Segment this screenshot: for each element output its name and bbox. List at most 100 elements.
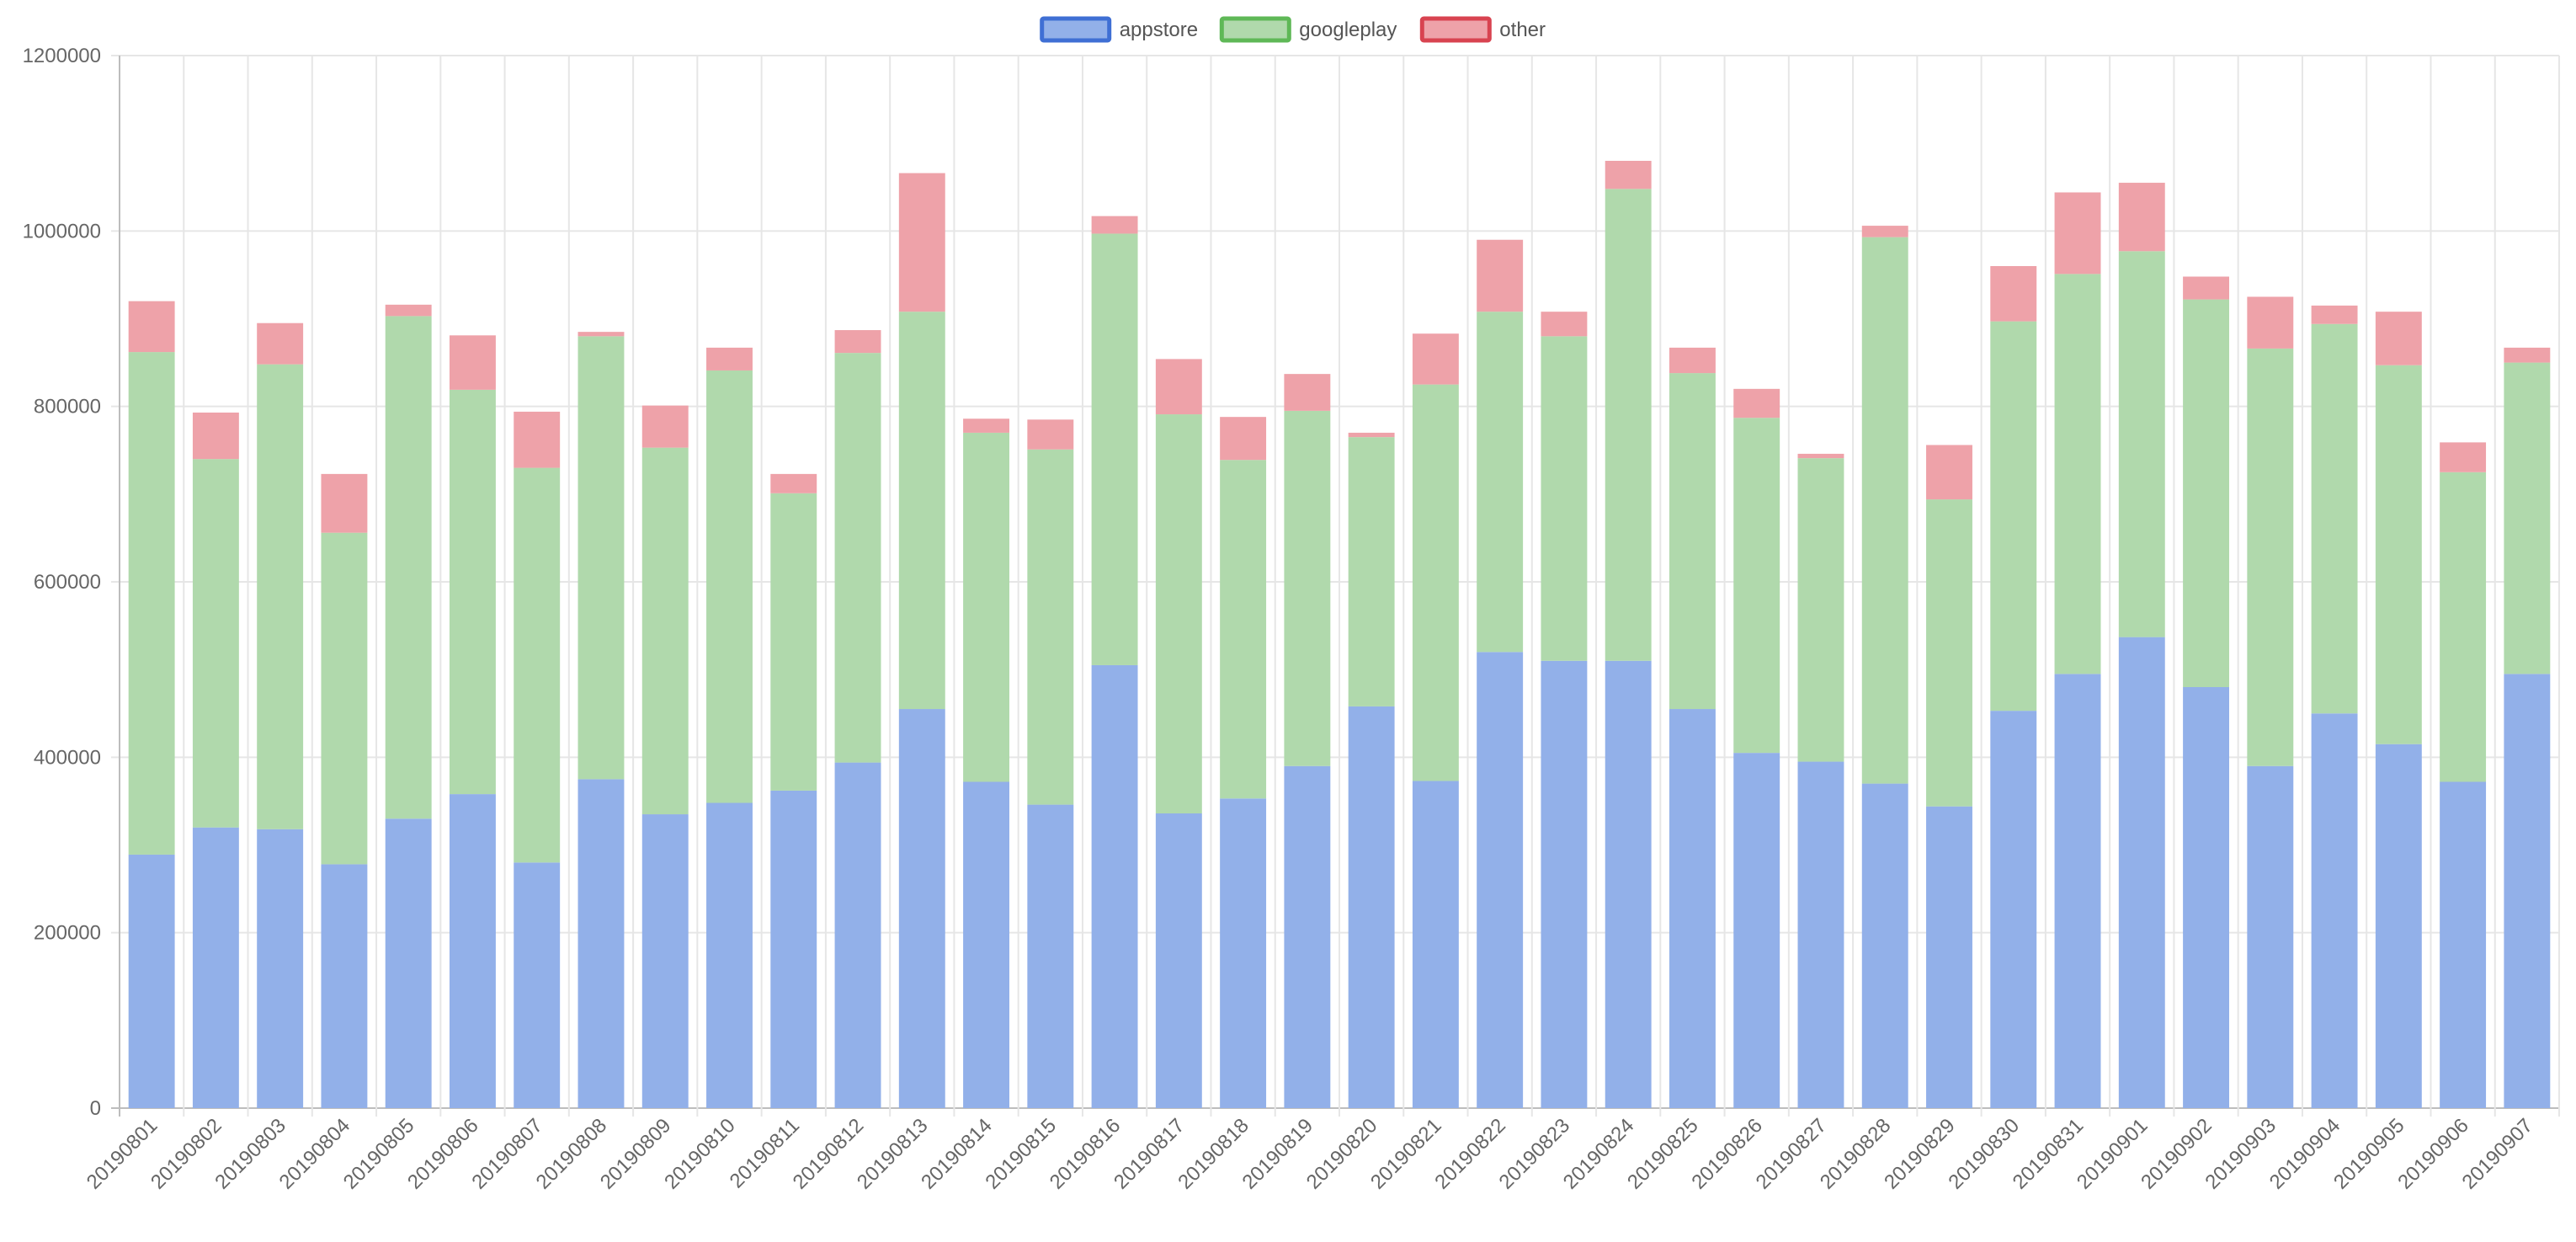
legend-item-appstore[interactable]: appstore xyxy=(1040,16,1198,43)
bar-appstore-20190813[interactable] xyxy=(898,709,945,1108)
bar-appstore-20190905[interactable] xyxy=(2375,744,2422,1108)
bar-googleplay-20190907[interactable] xyxy=(2504,362,2551,674)
bar-appstore-20190901[interactable] xyxy=(2118,637,2165,1108)
bar-googleplay-20190816[interactable] xyxy=(1091,233,1138,665)
bar-other-20190825[interactable] xyxy=(1669,347,1716,374)
bar-googleplay-20190802[interactable] xyxy=(192,459,239,828)
bar-googleplay-20190813[interactable] xyxy=(898,312,945,710)
bar-googleplay-20190826[interactable] xyxy=(1733,418,1780,754)
bar-other-20190806[interactable] xyxy=(449,335,496,390)
bar-googleplay-20190808[interactable] xyxy=(577,336,625,780)
bar-appstore-20190804[interactable] xyxy=(321,864,368,1108)
bar-googleplay-20190801[interactable] xyxy=(128,352,175,855)
bar-appstore-20190808[interactable] xyxy=(577,779,625,1108)
bar-appstore-20190819[interactable] xyxy=(1284,765,1331,1108)
legend-item-other[interactable]: other xyxy=(1419,16,1546,43)
bar-googleplay-20190819[interactable] xyxy=(1284,410,1331,766)
bar-appstore-20190906[interactable] xyxy=(2440,781,2487,1109)
bar-other-20190810[interactable] xyxy=(706,347,753,370)
bar-appstore-20190827[interactable] xyxy=(1797,761,1844,1108)
bar-other-20190821[interactable] xyxy=(1412,333,1459,385)
bar-appstore-20190817[interactable] xyxy=(1155,813,1202,1108)
bar-googleplay-20190823[interactable] xyxy=(1541,336,1588,661)
bar-appstore-20190815[interactable] xyxy=(1027,804,1074,1108)
bar-appstore-20190806[interactable] xyxy=(449,794,496,1108)
bar-googleplay-20190830[interactable] xyxy=(1990,321,2037,712)
bar-googleplay-20190804[interactable] xyxy=(321,532,368,865)
bar-googleplay-20190824[interactable] xyxy=(1605,189,1652,661)
bar-appstore-20190902[interactable] xyxy=(2183,687,2230,1108)
bar-other-20190819[interactable] xyxy=(1284,374,1331,411)
bar-appstore-20190828[interactable] xyxy=(1861,783,1908,1108)
bar-googleplay-20190818[interactable] xyxy=(1220,460,1267,799)
bar-other-20190823[interactable] xyxy=(1541,312,1588,337)
bar-googleplay-20190812[interactable] xyxy=(834,353,881,763)
bar-other-20190829[interactable] xyxy=(1926,445,1972,500)
bar-appstore-20190825[interactable] xyxy=(1669,709,1716,1108)
bar-googleplay-20190811[interactable] xyxy=(770,493,817,791)
bar-other-20190802[interactable] xyxy=(192,412,239,460)
bar-other-20190903[interactable] xyxy=(2247,296,2294,349)
bar-other-20190901[interactable] xyxy=(2118,183,2165,252)
bar-googleplay-20190905[interactable] xyxy=(2375,365,2422,744)
bar-googleplay-20190829[interactable] xyxy=(1926,499,1972,807)
bar-other-20190822[interactable] xyxy=(1477,239,1524,312)
bar-appstore-20190829[interactable] xyxy=(1926,806,1972,1108)
bar-appstore-20190821[interactable] xyxy=(1412,781,1459,1108)
bar-appstore-20190904[interactable] xyxy=(2311,713,2358,1108)
bar-other-20190904[interactable] xyxy=(2311,305,2358,324)
bar-googleplay-20190821[interactable] xyxy=(1412,384,1459,781)
bar-appstore-20190830[interactable] xyxy=(1990,711,2037,1108)
bar-appstore-20190820[interactable] xyxy=(1348,706,1395,1108)
bar-appstore-20190805[interactable] xyxy=(385,818,432,1108)
bar-googleplay-20190803[interactable] xyxy=(257,364,304,829)
bar-other-20190831[interactable] xyxy=(2054,192,2101,275)
bar-appstore-20190803[interactable] xyxy=(257,829,304,1108)
bar-googleplay-20190827[interactable] xyxy=(1797,458,1844,762)
bar-other-20190902[interactable] xyxy=(2183,276,2230,300)
bar-appstore-20190801[interactable] xyxy=(128,854,175,1108)
bar-appstore-20190809[interactable] xyxy=(641,814,689,1108)
bar-other-20190809[interactable] xyxy=(641,405,689,448)
bar-other-20190803[interactable] xyxy=(257,322,304,365)
bar-other-20190827[interactable] xyxy=(1797,453,1844,459)
bar-googleplay-20190807[interactable] xyxy=(514,467,561,863)
bar-appstore-20190812[interactable] xyxy=(834,762,881,1108)
bar-appstore-20190816[interactable] xyxy=(1091,664,1138,1108)
bar-googleplay-20190901[interactable] xyxy=(2118,251,2165,637)
bar-appstore-20190810[interactable] xyxy=(706,802,753,1109)
bar-other-20190830[interactable] xyxy=(1990,266,2037,322)
bar-other-20190815[interactable] xyxy=(1027,419,1074,450)
bar-googleplay-20190831[interactable] xyxy=(2054,274,2101,674)
bar-appstore-20190831[interactable] xyxy=(2054,674,2101,1108)
bar-googleplay-20190903[interactable] xyxy=(2247,348,2294,766)
bar-googleplay-20190902[interactable] xyxy=(2183,299,2230,687)
bar-other-20190804[interactable] xyxy=(321,473,368,533)
bar-googleplay-20190806[interactable] xyxy=(449,389,496,795)
bar-googleplay-20190817[interactable] xyxy=(1155,414,1202,813)
bar-other-20190817[interactable] xyxy=(1155,359,1202,415)
bar-other-20190828[interactable] xyxy=(1861,226,1908,237)
bar-googleplay-20190814[interactable] xyxy=(963,432,1010,782)
bar-appstore-20190826[interactable] xyxy=(1733,753,1780,1108)
bar-other-20190811[interactable] xyxy=(770,473,817,493)
legend-item-googleplay[interactable]: googleplay xyxy=(1219,16,1397,43)
bar-googleplay-20190904[interactable] xyxy=(2311,323,2358,714)
bar-appstore-20190822[interactable] xyxy=(1477,652,1524,1108)
bar-googleplay-20190815[interactable] xyxy=(1027,449,1074,805)
bar-appstore-20190802[interactable] xyxy=(192,827,239,1108)
bar-appstore-20190818[interactable] xyxy=(1220,798,1267,1108)
bar-googleplay-20190906[interactable] xyxy=(2440,472,2487,782)
bar-other-20190906[interactable] xyxy=(2440,442,2487,472)
bar-other-20190905[interactable] xyxy=(2375,312,2422,365)
bar-other-20190812[interactable] xyxy=(834,330,881,354)
bar-other-20190801[interactable] xyxy=(128,301,175,353)
bar-googleplay-20190810[interactable] xyxy=(706,370,753,803)
bar-appstore-20190823[interactable] xyxy=(1541,660,1588,1108)
bar-other-20190808[interactable] xyxy=(577,332,625,337)
bar-googleplay-20190825[interactable] xyxy=(1669,373,1716,710)
bar-appstore-20190824[interactable] xyxy=(1605,660,1652,1108)
bar-other-20190820[interactable] xyxy=(1348,432,1395,438)
bar-other-20190826[interactable] xyxy=(1733,388,1780,418)
bar-other-20190805[interactable] xyxy=(385,304,432,317)
